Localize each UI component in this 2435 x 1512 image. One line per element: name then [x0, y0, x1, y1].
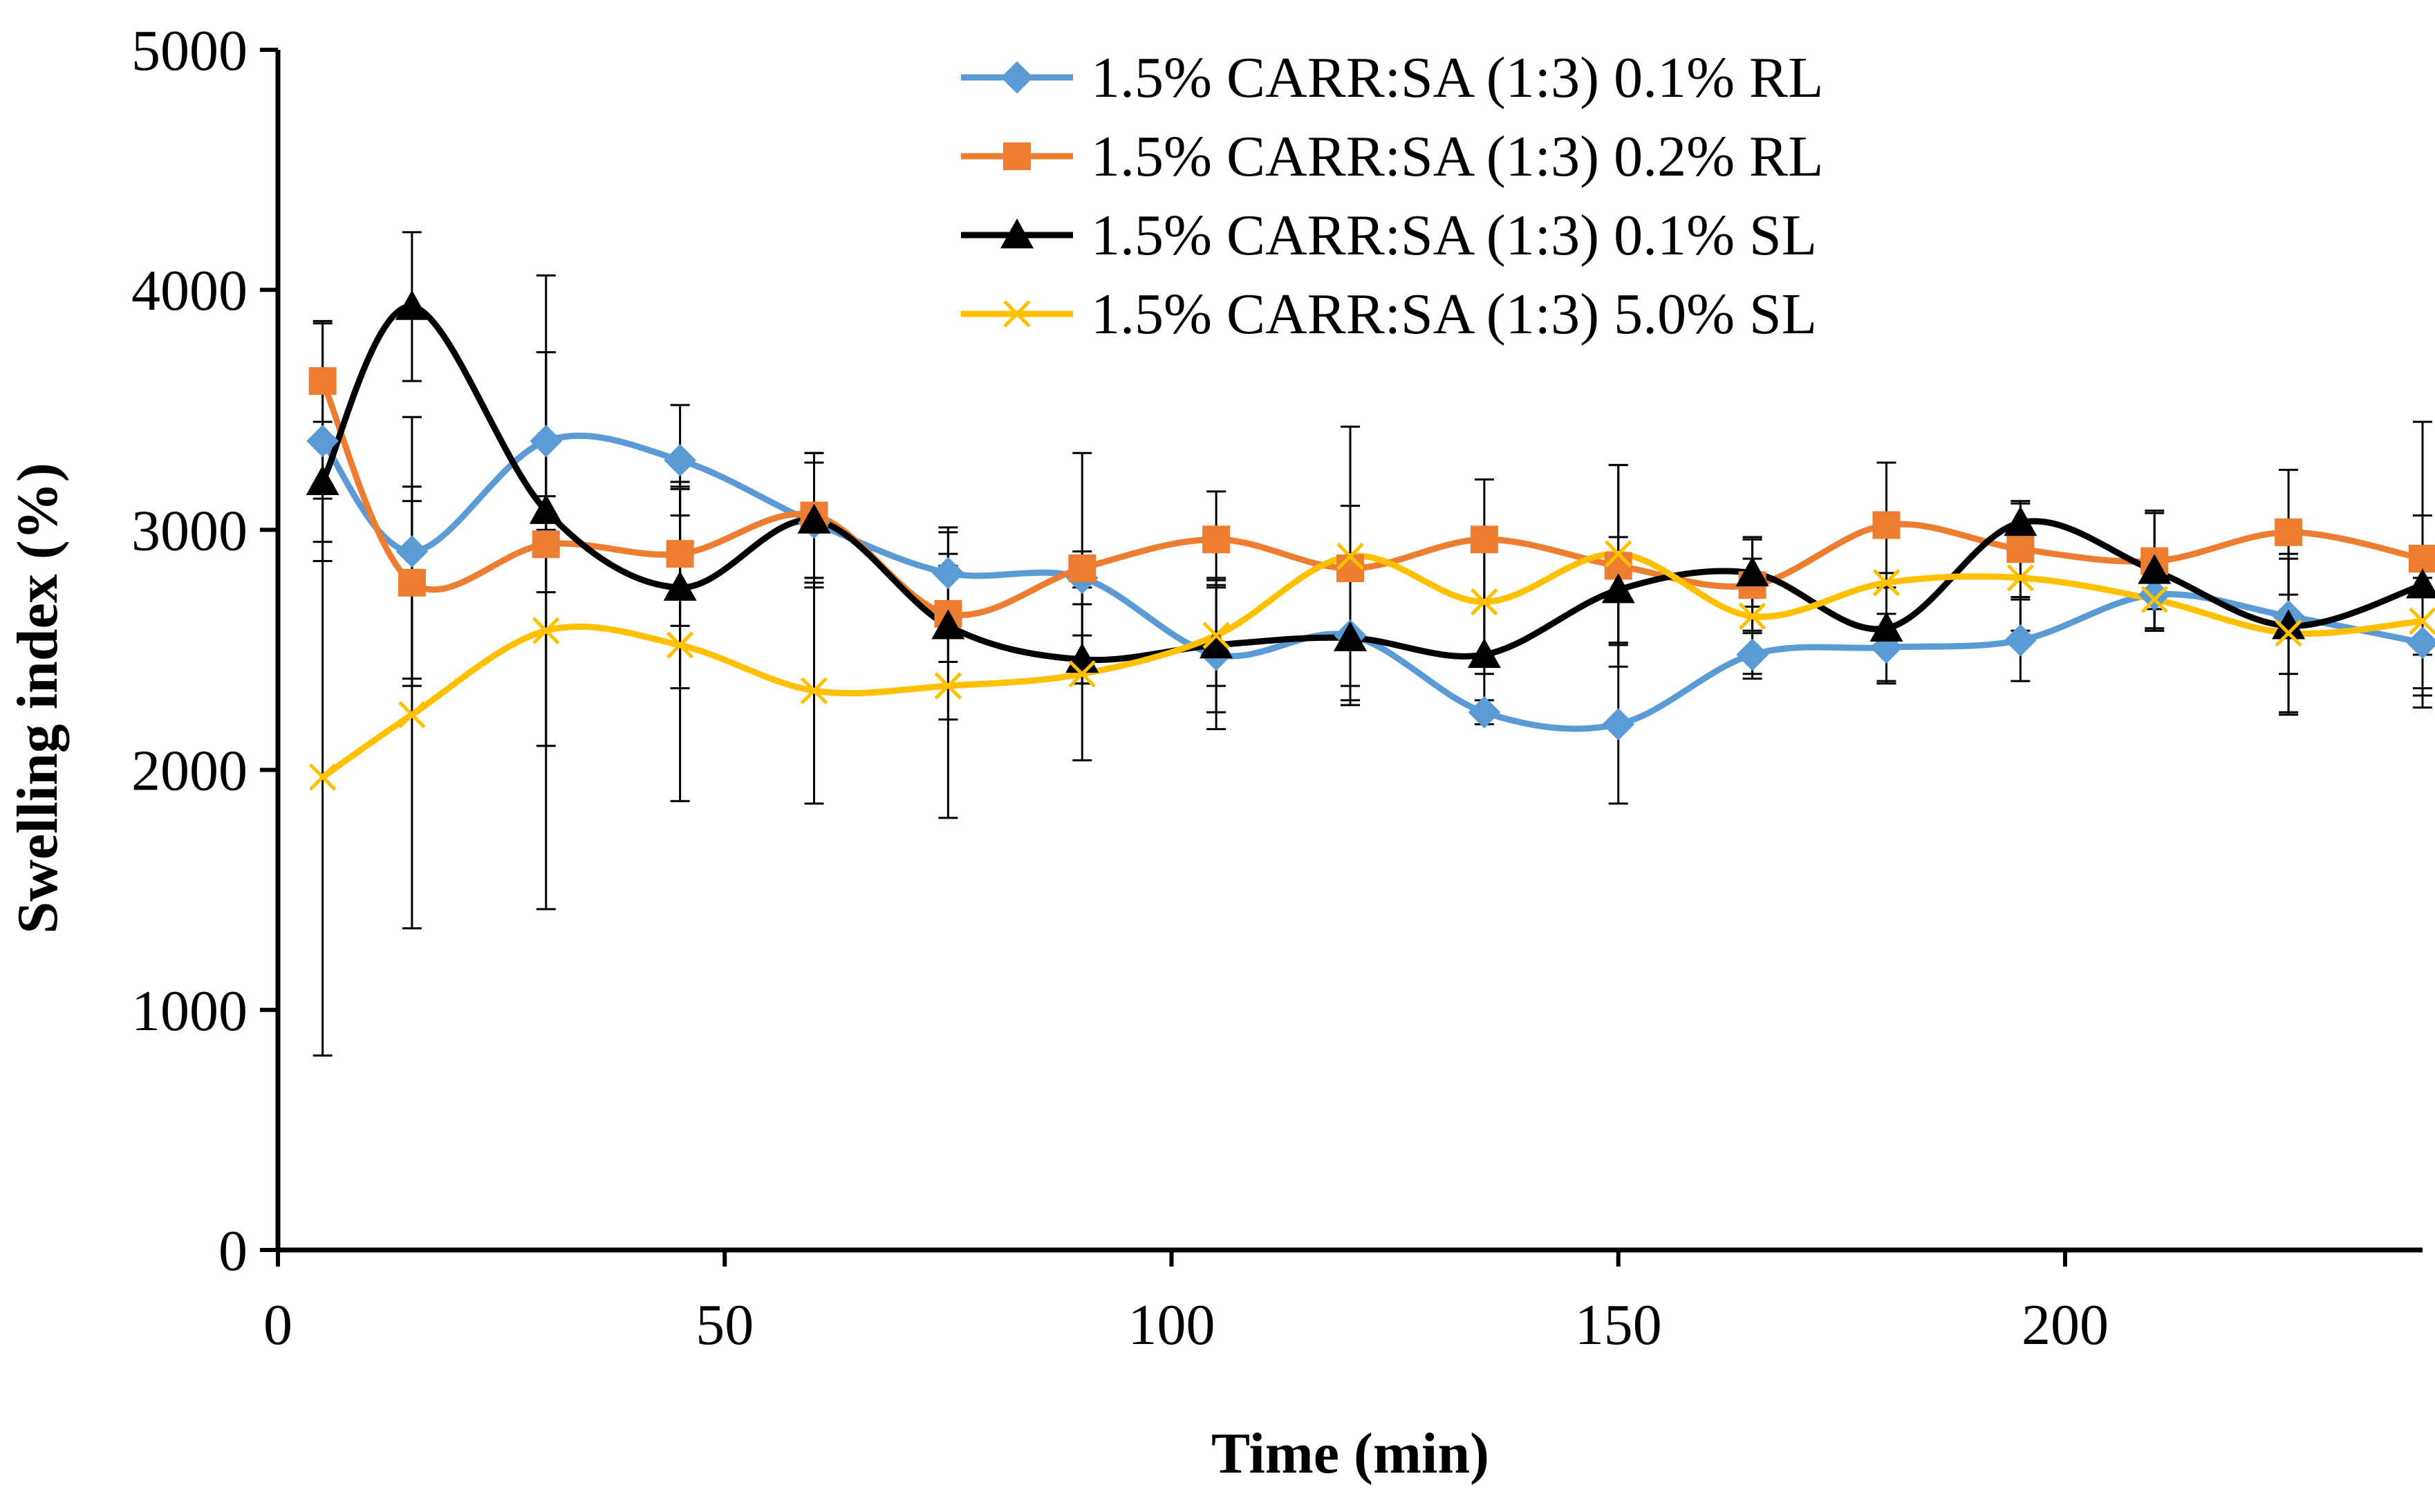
legend-swatch-marker: [1000, 218, 1034, 249]
data-point-series-4: [800, 677, 828, 704]
y-tick-label: 0: [218, 1219, 248, 1283]
data-point-series-1: [530, 424, 563, 458]
legend-label: 1.5% CARR:SA (1:3) 0.1% RL: [1091, 46, 1823, 110]
data-point-series-4: [1604, 540, 1632, 568]
series-line-3: [319, 304, 2426, 664]
data-point-series-4: [1872, 569, 1901, 597]
data-point-series-3: [2406, 568, 2435, 599]
legend-label: 1.5% CARR:SA (1:3) 5.0% SL: [1091, 282, 1817, 346]
data-point-series-2: [1470, 525, 1498, 554]
data-point-series-3: [2272, 609, 2306, 640]
data-point-series-3: [1735, 556, 1769, 587]
data-point-series-1: [306, 424, 339, 458]
y-axis-title: Swelling index (%): [6, 463, 70, 933]
data-point-series-4: [2409, 607, 2435, 635]
x-tick-label: 50: [696, 1293, 754, 1357]
data-point-series-4: [666, 631, 694, 659]
data-point-series-3: [2138, 554, 2172, 584]
data-point-series-2: [1202, 525, 1231, 554]
data-point-series-3: [931, 609, 965, 640]
data-point-series-1: [1602, 708, 1635, 741]
data-point-series-3: [663, 570, 697, 601]
data-point-series-3: [1200, 628, 1233, 659]
data-point-series-4: [1202, 622, 1230, 649]
data-point-series-1: [664, 444, 697, 477]
x-tick-label: 100: [1128, 1293, 1215, 1357]
data-point-series-4: [2275, 619, 2302, 647]
data-point-series-3: [2004, 505, 2037, 536]
data-point-series-4: [1068, 660, 1097, 688]
data-point-series-1: [1468, 696, 1501, 729]
data-point-series-1: [931, 557, 964, 590]
y-tick-label: 5000: [131, 19, 248, 83]
x-axis-title: Time (min): [1211, 1421, 1489, 1486]
data-point-series-3: [306, 465, 339, 496]
data-point-series-4: [2006, 564, 2035, 592]
series-lines: [319, 304, 2426, 781]
data-point-series-3: [1334, 621, 1367, 651]
series-markers: [306, 290, 2435, 791]
data-point-series-2: [666, 540, 694, 568]
data-point-series-2: [2006, 535, 2035, 563]
data-point-series-4: [1471, 588, 1498, 616]
axes: [260, 48, 2423, 1267]
data-point-series-3: [1601, 573, 1635, 604]
data-point-series-2: [2409, 545, 2435, 573]
legend-swatch-marker: [1003, 142, 1031, 170]
data-point-series-2: [532, 530, 560, 559]
tick-labels: 0 1000 2000 3000 4000 5000 0 50 100 150 200: [131, 19, 2109, 1357]
data-point-series-4: [1738, 602, 1766, 631]
legend-swatch-marker: [1003, 300, 1031, 328]
y-tick-label: 1000: [131, 979, 248, 1043]
data-point-series-1: [2004, 624, 2037, 657]
data-point-series-4: [2140, 586, 2169, 613]
data-point-series-1: [395, 535, 429, 568]
data-point-series-1: [2406, 626, 2435, 659]
data-point-series-2: [398, 568, 426, 597]
data-point-series-3: [1467, 637, 1501, 669]
x-tick-label: 0: [263, 1293, 292, 1357]
data-point-series-4: [398, 700, 426, 729]
x-tick-label: 150: [1575, 1293, 1662, 1357]
data-point-series-3: [529, 494, 563, 524]
legend-swatch-marker: [1000, 61, 1034, 94]
y-tick-label: 2000: [131, 739, 248, 803]
x-tick-label: 200: [2022, 1293, 2109, 1357]
y-tick-label: 4000: [131, 259, 248, 323]
legend: 1.5% CARR:SA (1:3) 0.1% RL 1.5% CARR:SA (…: [961, 46, 1823, 346]
data-point-series-3: [395, 290, 429, 320]
y-tick-label: 3000: [131, 498, 248, 563]
data-point-series-2: [1336, 554, 1364, 582]
legend-label: 1.5% CARR:SA (1:3) 0.2% RL: [1091, 124, 1823, 189]
data-point-series-4: [1336, 542, 1364, 570]
data-point-series-4: [532, 617, 560, 644]
data-point-series-1: [1736, 638, 1769, 671]
data-point-series-4: [934, 672, 962, 700]
data-point-series-2: [1068, 554, 1097, 582]
data-point-series-2: [2275, 518, 2303, 546]
legend-label: 1.5% CARR:SA (1:3) 0.1% SL: [1091, 203, 1817, 268]
data-point-series-2: [308, 367, 337, 395]
data-point-series-3: [797, 503, 831, 534]
data-point-series-4: [308, 763, 337, 791]
data-point-series-2: [1872, 511, 1901, 539]
data-point-series-3: [1869, 611, 1903, 642]
